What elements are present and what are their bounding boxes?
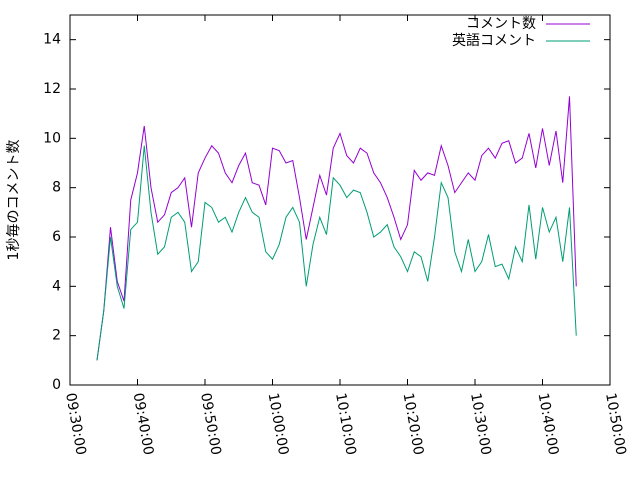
plot-border [69,14,611,386]
y-tick-label: 6 [52,229,61,245]
y-tick-label: 8 [52,180,61,196]
x-tick-label: 09:40:00 [130,392,157,457]
legend-label: 英語コメント [452,32,536,49]
y-tick-label: 0 [52,377,61,393]
x-tick-label: 10:00:00 [265,392,292,457]
y-tick-label: 10 [43,130,61,146]
y-tick-label: 2 [52,328,61,344]
x-tick-label: 10:10:00 [332,392,359,457]
series-line [96,96,577,361]
y-tick-label: 12 [43,81,61,97]
x-tick-label: 09:30:00 [62,392,89,457]
y-tick-label: 4 [52,278,61,294]
y-axis-label: 1秒毎のコメント数 [6,140,22,261]
x-tick-label: 09:50:00 [197,392,224,457]
legend-label: コメント数 [466,16,536,32]
x-tick-label: 10:40:00 [535,392,562,457]
x-tick-label: 10:30:00 [467,392,494,457]
x-tick-label: 10:20:00 [400,392,427,457]
series-line [96,145,577,361]
y-tick-label: 14 [43,32,61,48]
x-tick-label: 10:50:00 [602,392,629,457]
